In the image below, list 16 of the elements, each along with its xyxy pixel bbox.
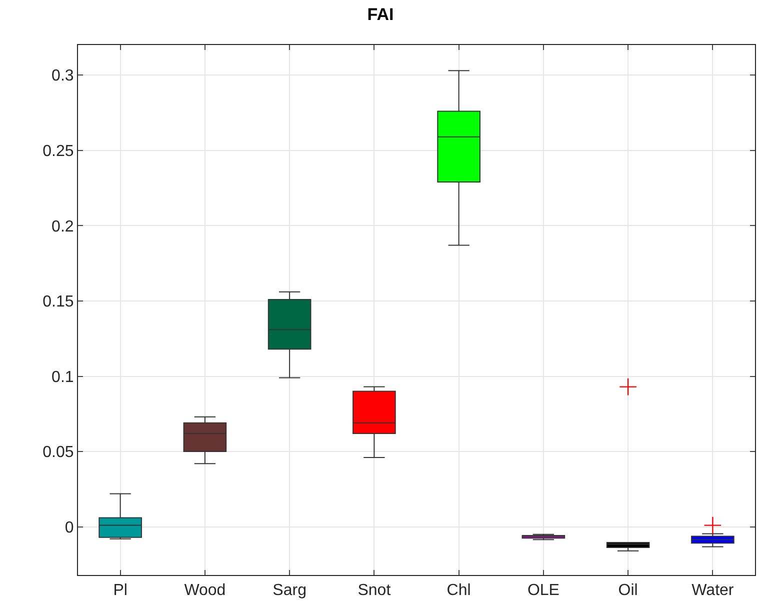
y-tick-label: 0.2 <box>52 218 74 236</box>
x-tick-label: Water <box>692 582 734 600</box>
x-tick-label: Chl <box>446 582 471 600</box>
x-tick-label: Pl <box>113 582 128 600</box>
y-tick-label: 0.1 <box>52 368 74 386</box>
x-tick-label: OLE <box>527 582 560 600</box>
x-tick-label: Oil <box>618 582 638 600</box>
y-tick-label: 0.15 <box>42 294 74 311</box>
chart-title: FAI <box>367 4 394 24</box>
y-tick-label: 0.05 <box>42 444 74 462</box>
y-tick-label: 0 <box>64 519 74 536</box>
y-tick-label: 0.25 <box>42 143 74 160</box>
y-tick-label: 0.3 <box>52 68 74 85</box>
x-tick-label: Sarg <box>272 582 306 600</box>
x-tick-label: Wood <box>184 582 226 600</box>
x-tick-label: Snot <box>358 582 392 600</box>
